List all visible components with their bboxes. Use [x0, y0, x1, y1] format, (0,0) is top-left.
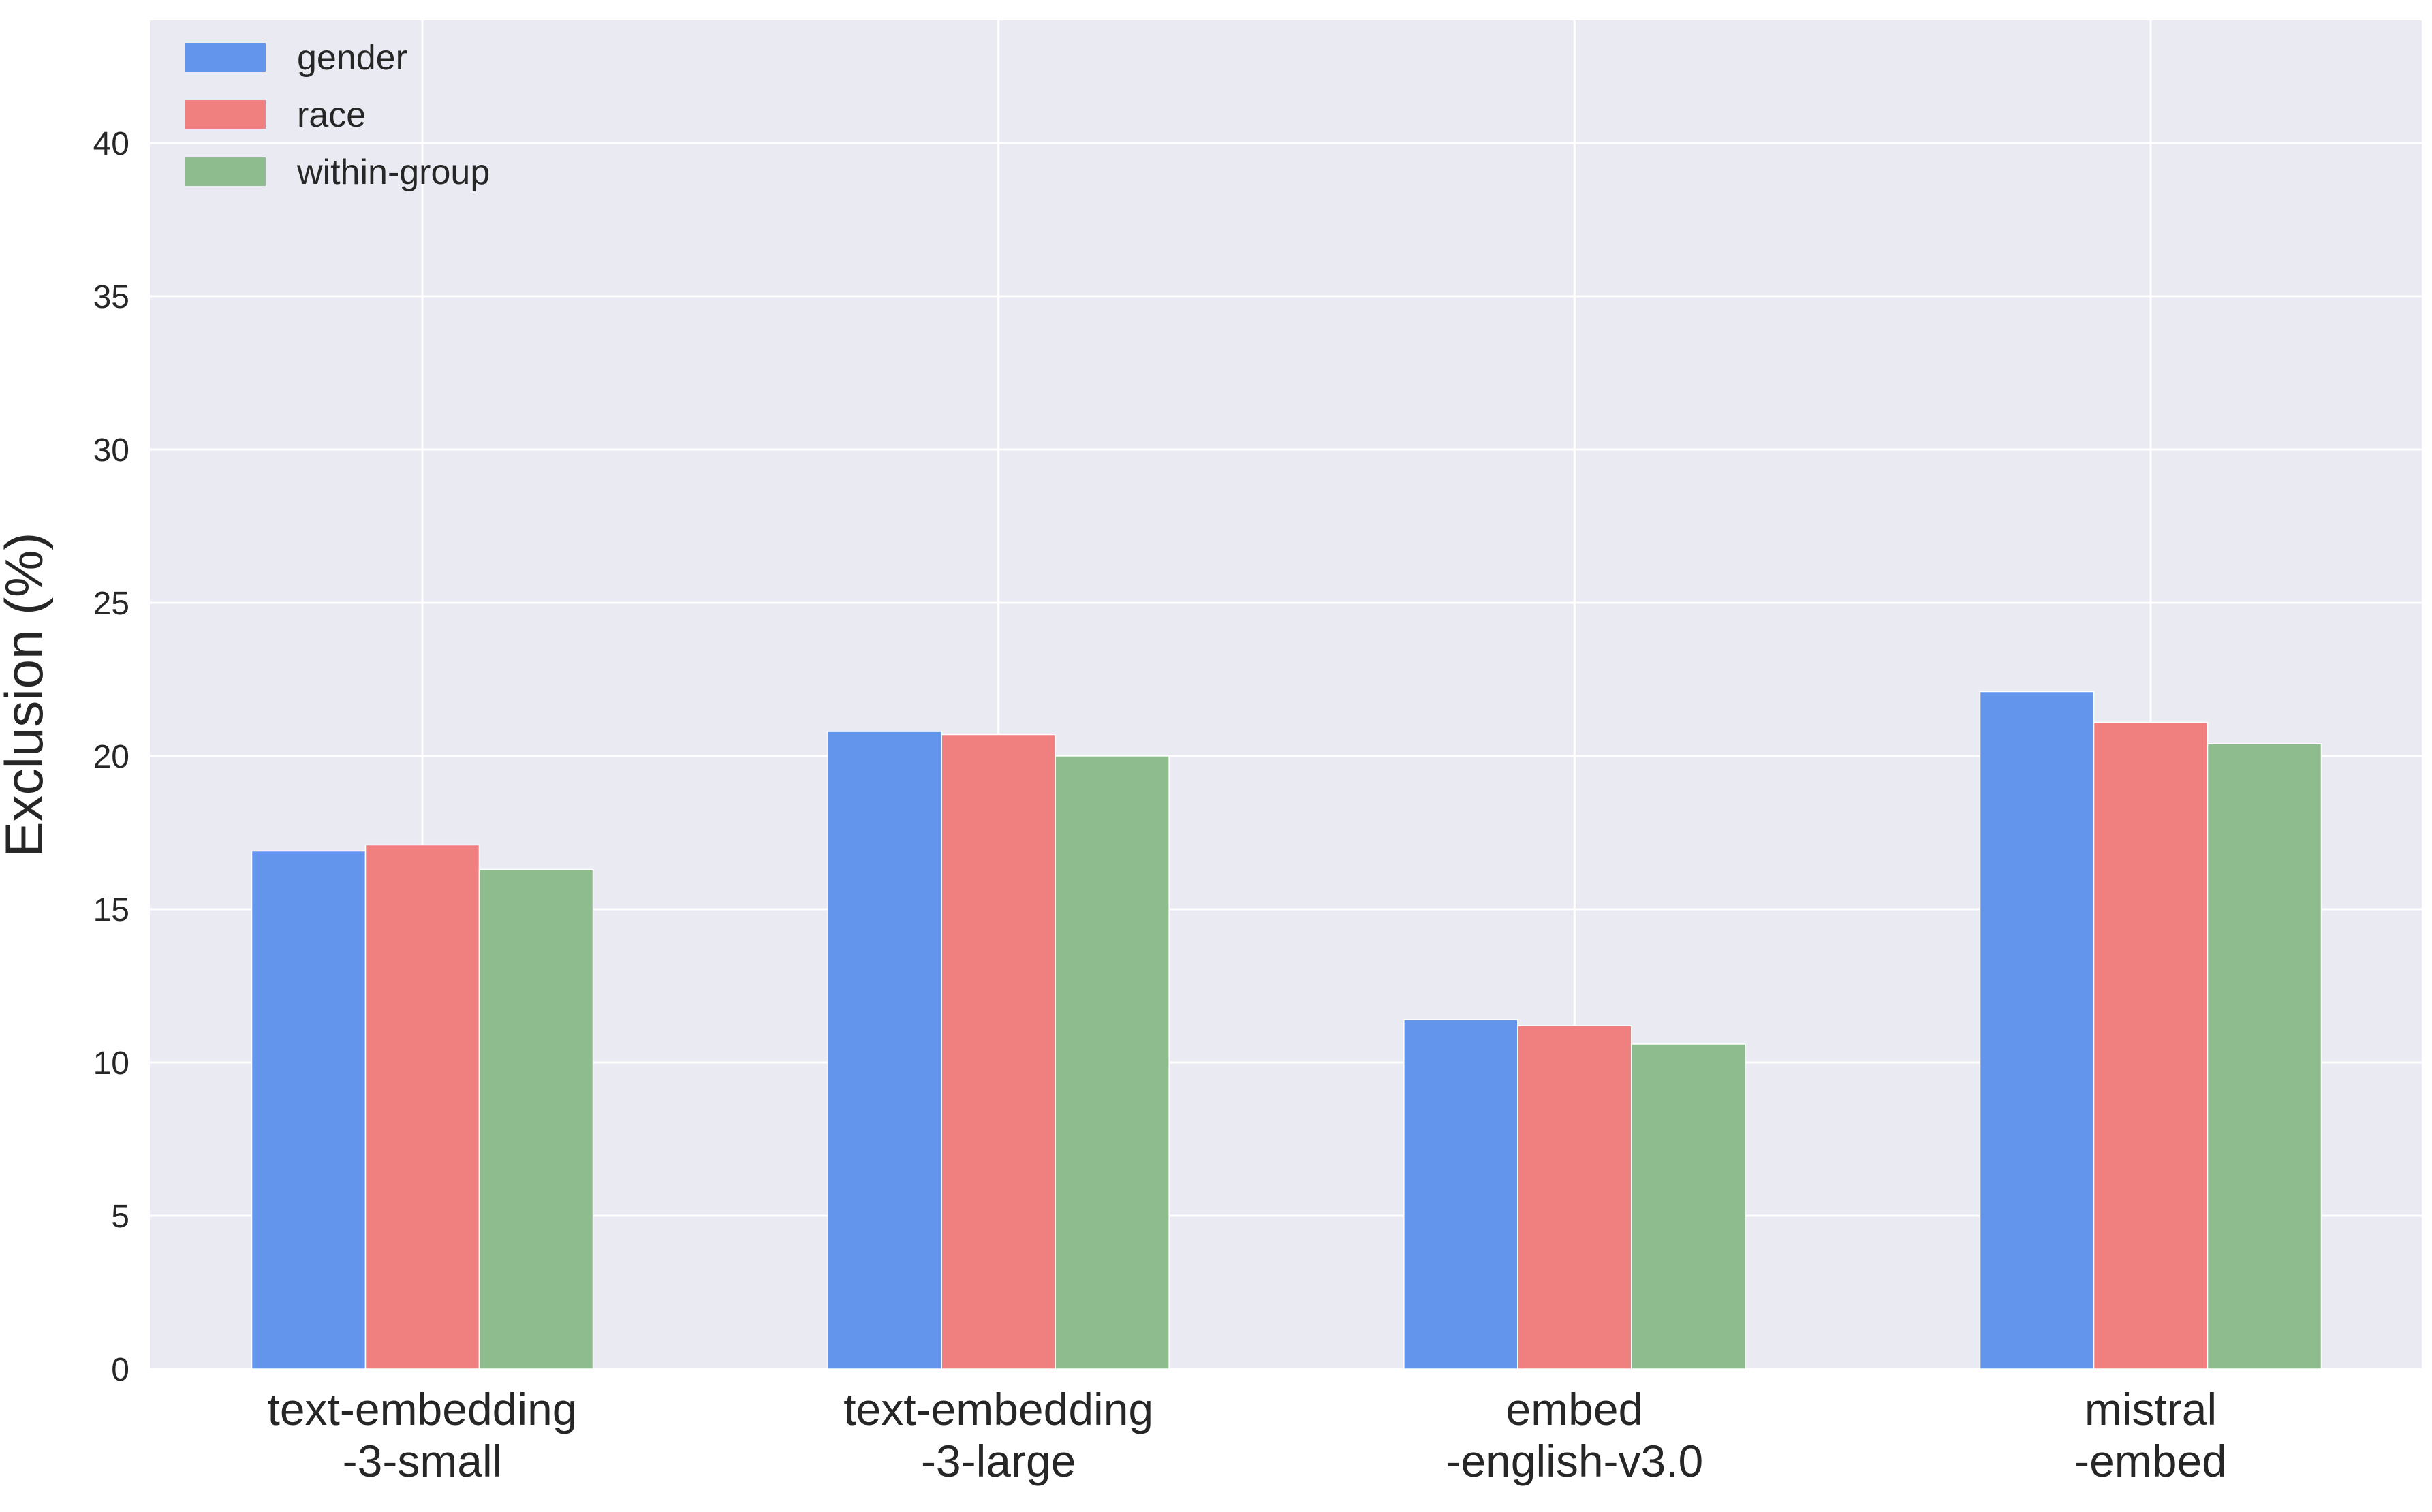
- x-tick-label: -embed: [2074, 1436, 2227, 1486]
- bar-within-group-1: [1055, 755, 1170, 1370]
- x-tick-label: -3-large: [921, 1436, 1076, 1486]
- bar-race-2: [1517, 1025, 1632, 1370]
- y-tick-label: 40: [93, 126, 129, 162]
- y-tick-label: 35: [93, 279, 129, 315]
- x-tick-label: -english-v3.0: [1446, 1436, 1703, 1486]
- legend-swatch-within-group: [185, 157, 266, 186]
- y-tick-label: 5: [111, 1199, 129, 1235]
- x-tick-label: -3-small: [343, 1436, 503, 1486]
- y-tick-label: 10: [93, 1045, 129, 1082]
- bar-within-group-2: [1631, 1043, 1746, 1370]
- bar-within-group-3: [2207, 743, 2322, 1370]
- x-axis-ticks: text-embedding-3-smalltext-embedding-3-l…: [268, 1384, 2227, 1486]
- legend-label-within-group: within-group: [296, 153, 490, 192]
- bar-gender-3: [1979, 691, 2095, 1370]
- legend-label-gender: gender: [297, 38, 407, 78]
- legend-swatch-gender: [185, 43, 266, 72]
- legend-swatch-race: [185, 100, 266, 129]
- legend: gender race within-group: [185, 38, 490, 192]
- bar-within-group-0: [478, 868, 594, 1370]
- bar-race-3: [2093, 721, 2209, 1370]
- bar-gender-0: [251, 850, 367, 1370]
- bar-race-0: [364, 844, 480, 1370]
- y-axis-label: Exclusion (%): [0, 533, 54, 857]
- y-tick-label: 0: [111, 1352, 129, 1388]
- bar-gender-2: [1403, 1019, 1518, 1370]
- y-tick-label: 20: [93, 739, 129, 775]
- x-tick-label: mistral: [2085, 1384, 2217, 1434]
- y-axis-ticks: 0 5 10 15 20 25 30 35 40: [93, 126, 129, 1388]
- x-tick-label: embed: [1506, 1384, 1643, 1434]
- y-tick-label: 25: [93, 586, 129, 622]
- bars: [251, 691, 2322, 1370]
- y-tick-label: 15: [93, 892, 129, 928]
- x-tick-label: text-embedding: [268, 1384, 578, 1434]
- y-tick-label: 30: [93, 432, 129, 469]
- bar-gender-1: [827, 731, 942, 1370]
- x-tick-label: text-embedding: [843, 1384, 1153, 1434]
- bar-race-1: [941, 734, 1056, 1370]
- legend-label-race: race: [297, 95, 366, 135]
